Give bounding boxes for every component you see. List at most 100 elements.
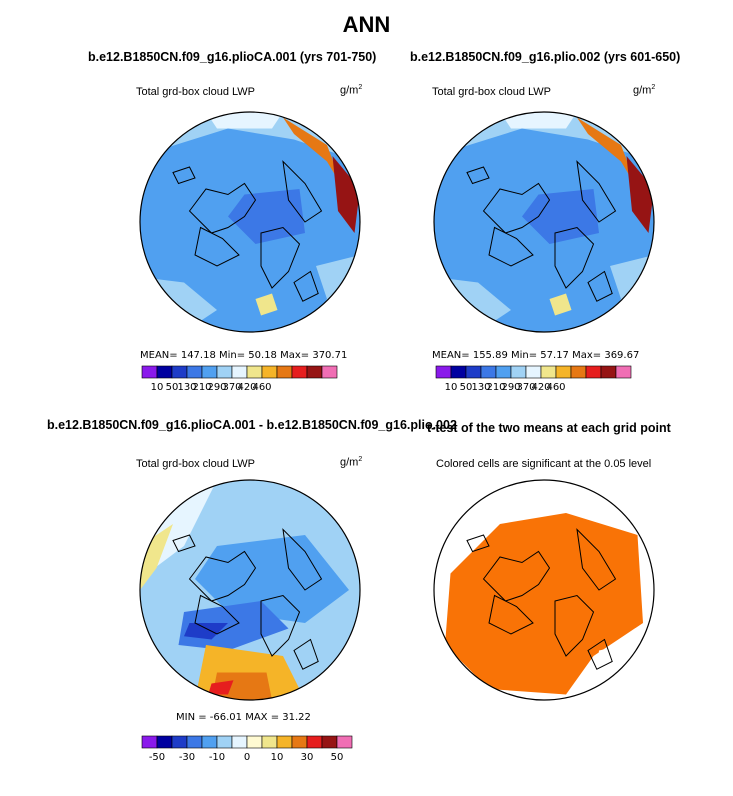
colorbar-1-tick-label: 290 <box>207 382 226 393</box>
panel-3-title: b.e12.B1850CN.f09_g16.plioCA.001 - b.e12… <box>47 418 457 432</box>
colorbar-2-swatch <box>510 365 527 379</box>
colorbar-3-tick-label: 10 <box>271 752 284 763</box>
map-1-coastline <box>260 226 301 289</box>
colorbar-1-tick-label: 50 <box>166 382 179 393</box>
map-3-coastline <box>194 594 240 635</box>
colorbar-1-swatch <box>231 365 248 379</box>
colorbar-3-swatch <box>321 735 338 749</box>
map-1-region-darkred <box>332 156 360 233</box>
colorbar-3-swatch <box>246 735 263 749</box>
map-3-border <box>139 479 361 701</box>
panel-3-units: g/m2 <box>340 456 363 469</box>
colorbar-2-tick-label: 420 <box>531 382 550 393</box>
map-3-coastline <box>293 638 319 670</box>
colorbar-3-tick-label: 30 <box>301 752 314 763</box>
map-4-border <box>433 479 655 701</box>
colorbar-1-swatch <box>156 365 173 379</box>
map-1-border <box>139 111 361 333</box>
colorbar-3-swatch <box>261 735 278 749</box>
map-2-coastline <box>466 166 490 185</box>
map-2-region-darkred <box>626 156 654 233</box>
colorbar-1-swatch <box>201 365 218 379</box>
colorbar-2-swatch <box>570 365 587 379</box>
colorbar-3-tick-label: -30 <box>179 752 195 763</box>
colorbar-1-swatch <box>261 365 278 379</box>
map-4-region-significant <box>445 513 643 695</box>
map-3-coastline <box>188 550 257 602</box>
colorbar-2-tick-label: 130 <box>471 382 490 393</box>
map-1-region-orange <box>283 117 344 189</box>
figure-title: ANN <box>342 12 391 37</box>
map-2-region-yellow <box>549 293 572 316</box>
map-1-coastline <box>293 270 319 302</box>
colorbar-1-tick-label: 210 <box>192 382 211 393</box>
colorbar-1-tick-label: 130 <box>177 382 196 393</box>
panel-1-variable: Total grd-box cloud LWP <box>136 86 256 98</box>
colorbar-2-swatch <box>540 365 557 379</box>
colorbar-1-swatch <box>246 365 263 379</box>
colorbar-3-swatch <box>216 735 233 749</box>
colorbar-3-swatch <box>306 735 323 749</box>
map-2-region-pale <box>500 112 577 129</box>
colorbar-1-swatch <box>216 365 233 379</box>
panel-3-stats: MIN = -66.01 MAX = 31.22 <box>176 712 311 723</box>
panel-2-stats: MEAN= 155.89 Min= 57.17 Max= 369.67 <box>432 350 640 361</box>
colorbar-3-tick-label: 0 <box>244 752 250 763</box>
map-2-coastline <box>587 270 613 302</box>
panel-3-variable: Total grd-box cloud LWP <box>136 458 256 470</box>
colorbar-1-swatch <box>321 365 338 379</box>
colorbar-3-swatch <box>141 735 158 749</box>
panel-4-variable: Colored cells are significant at the 0.0… <box>436 458 652 470</box>
colorbar-2-tick-label: 290 <box>501 382 520 393</box>
colorbar-2-tick-label: 460 <box>546 382 565 393</box>
map-2-coastline <box>482 182 551 234</box>
colorbar-1-tick-label: 10 <box>151 382 164 393</box>
colorbar-3-swatch <box>291 735 308 749</box>
colorbar-3-tick-label: -50 <box>149 752 165 763</box>
colorbar-1-swatch <box>276 365 293 379</box>
map-3-field <box>140 480 360 700</box>
colorbar-2-tick-label: 370 <box>516 382 535 393</box>
panel-1-stats: MEAN= 147.18 Min= 50.18 Max= 370.71 <box>140 350 348 361</box>
colorbar-3-swatch <box>336 735 353 749</box>
colorbar-3-swatch <box>186 735 203 749</box>
map-4-field <box>434 480 654 700</box>
colorbar-1-tick-label: 460 <box>252 382 271 393</box>
colorbar-3-swatch <box>201 735 218 749</box>
map-3-coastline <box>260 594 301 657</box>
map-4-coastline <box>554 594 595 657</box>
map-4-coastline <box>466 534 490 553</box>
colorbar-2-swatch <box>435 365 452 379</box>
map-4-coastline <box>482 550 551 602</box>
colorbar-3-swatch <box>276 735 293 749</box>
colorbar-1-tick-label: 370 <box>222 382 241 393</box>
colorbar-3-swatch <box>231 735 248 749</box>
map-1-coastline <box>188 182 257 234</box>
colorbar-2-swatch <box>525 365 542 379</box>
colorbar-2-swatch <box>465 365 482 379</box>
colorbar-1-swatch <box>171 365 188 379</box>
panel-2-title: b.e12.B1850CN.f09_g16.plio.002 (yrs 601-… <box>410 50 681 64</box>
colorbar-2-tick-label: 210 <box>486 382 505 393</box>
map-2-field <box>434 112 654 332</box>
map-4-coastline <box>576 528 617 591</box>
map-1-coastline <box>194 226 240 267</box>
map-2-region-orange <box>577 117 638 189</box>
colorbar-3-swatch <box>156 735 173 749</box>
colorbar-2-tick-label: 10 <box>445 382 458 393</box>
colorbar-3-swatch <box>171 735 188 749</box>
map-1-coastline <box>282 160 323 223</box>
colorbar-2-tick-label: 50 <box>460 382 473 393</box>
colorbar-1-tick-label: 420 <box>237 382 256 393</box>
colorbar-2-swatch <box>495 365 512 379</box>
colorbar-2-swatch <box>600 365 617 379</box>
colorbar-2-swatch <box>585 365 602 379</box>
panel-4-title: t-test of the two means at each grid poi… <box>427 421 671 435</box>
colorbar-3-tick-label: -10 <box>209 752 225 763</box>
map-2-coastline <box>554 226 595 289</box>
map-4-coastline <box>488 594 534 635</box>
map-3-region-blue <box>195 535 349 623</box>
colorbar-2-swatch <box>450 365 467 379</box>
